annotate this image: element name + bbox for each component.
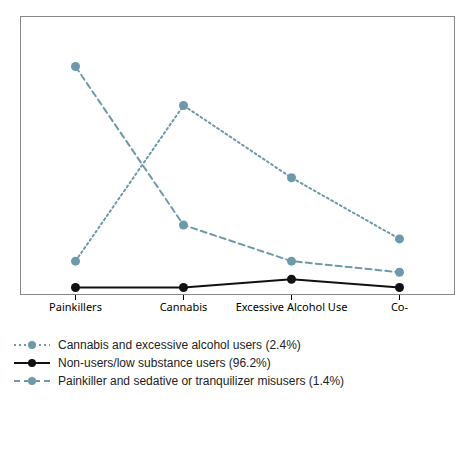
svg-text:Painkillers: Painkillers (49, 299, 102, 314)
svg-text:Cannabis: Cannabis (160, 299, 208, 314)
html-text:Cannabis and excessive alcohol: Cannabis and excessive alcohol users (2.… (58, 338, 301, 352)
svg-text:Co-: Co- (391, 299, 409, 314)
svg-text:Excessive Alcohol Use: Excessive Alcohol Use (236, 299, 348, 314)
html-text:Non-users/low substance users: Non-users/low substance users (96.2%) (58, 356, 271, 370)
html-text:Painkiller and sedative or tra: Painkiller and sedative or tranquilizer … (58, 374, 345, 388)
